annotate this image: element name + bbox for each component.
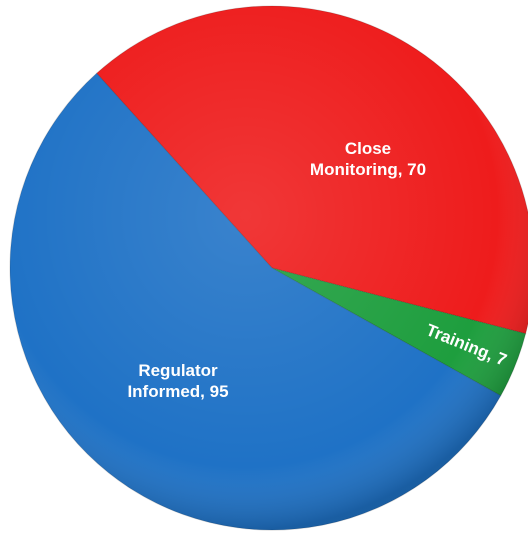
data-label-line: Regulator	[138, 361, 218, 380]
data-label: Regulator Informed, 95	[127, 361, 228, 401]
data-label-line: Close	[345, 139, 391, 158]
data-label-line: Informed, 95	[127, 383, 228, 402]
data-label: Close Monitoring, 70	[310, 139, 426, 179]
data-label-line: Monitoring, 70	[310, 161, 426, 180]
